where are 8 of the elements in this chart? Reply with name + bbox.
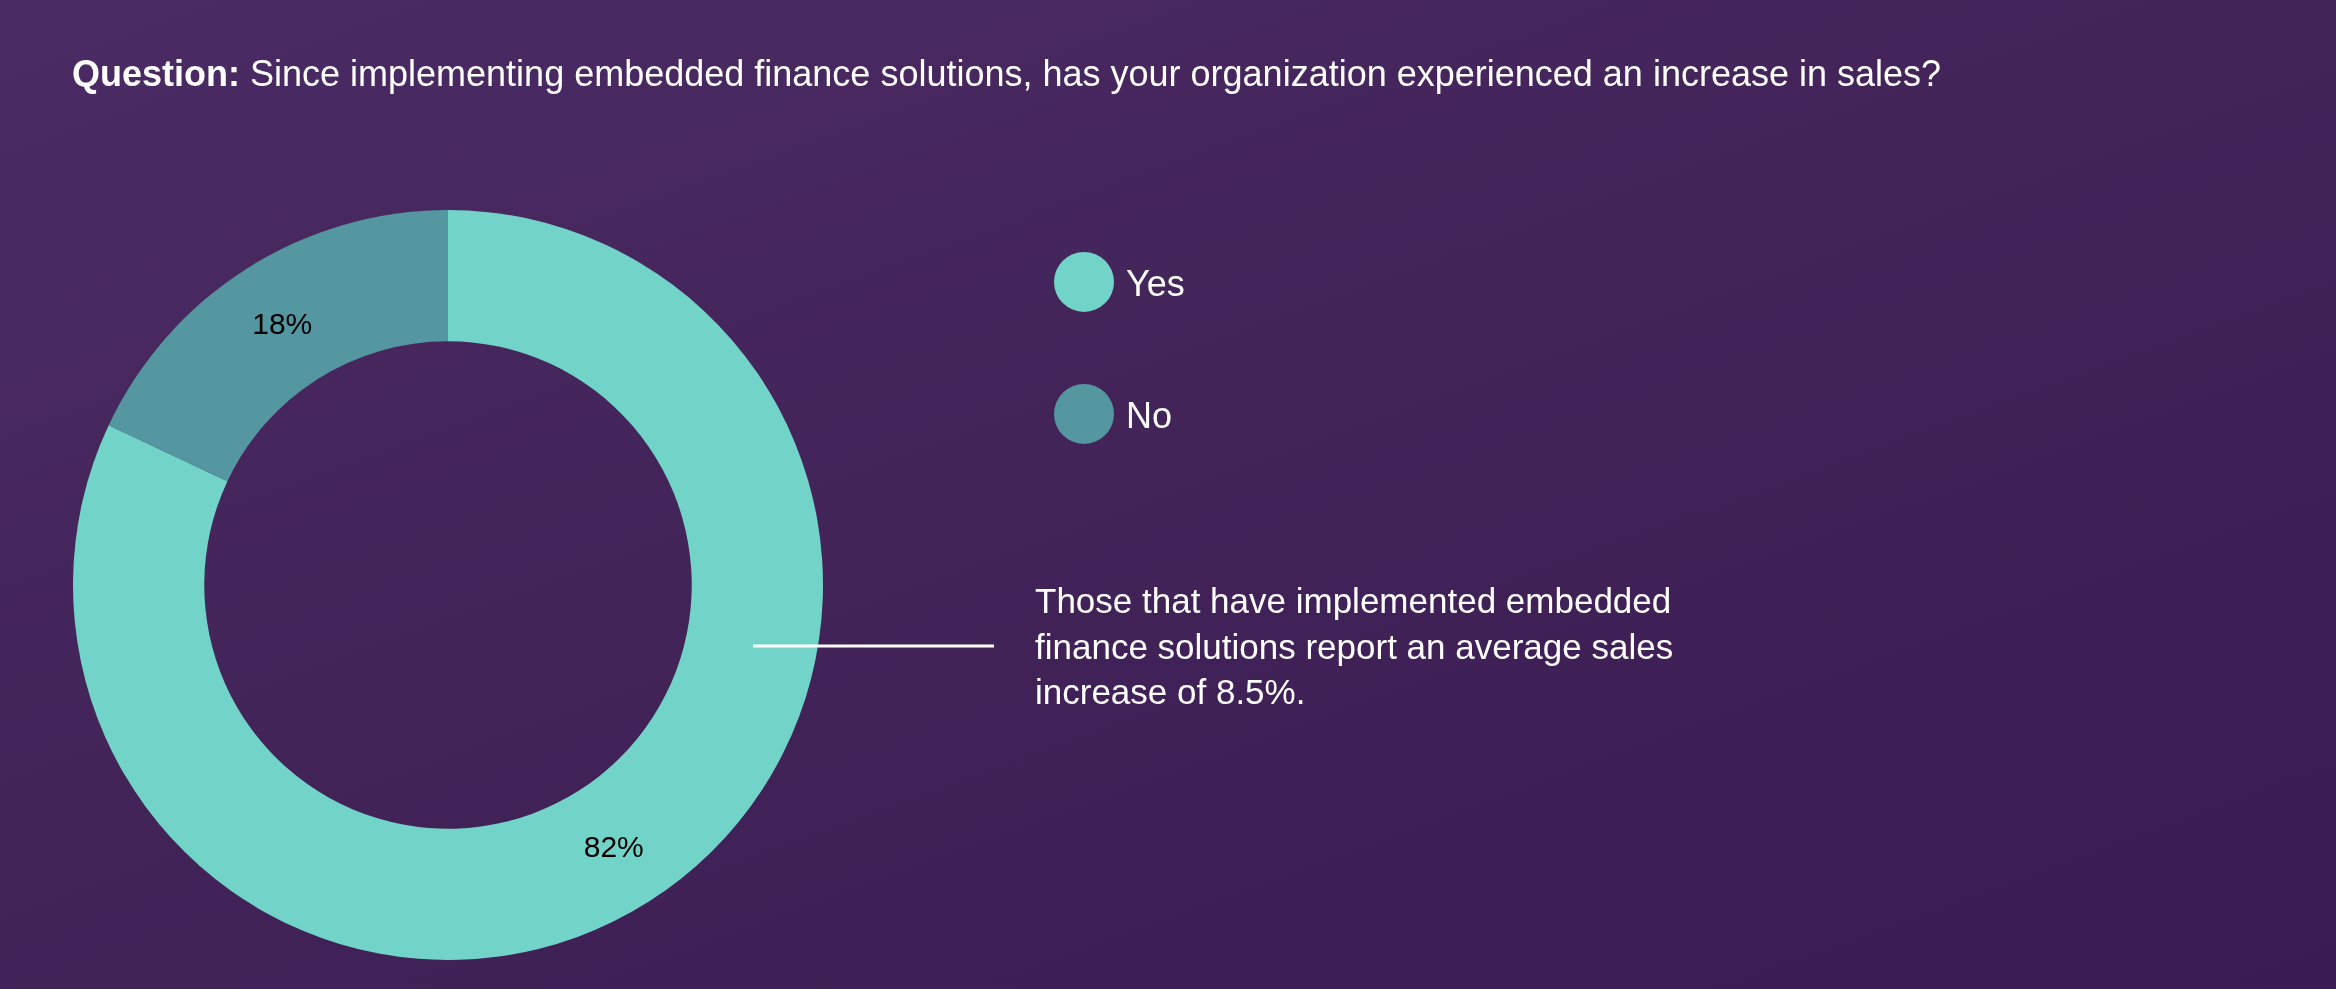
chart-title: Question: Since implementing embedded finance solutions, has your organization experienced an increase in sales? [72,52,1942,94]
donut-slice [108,210,448,482]
legend-label: Yes [1126,262,1185,304]
donut-slice [73,210,823,960]
legend-label: No [1126,394,1173,436]
data-label: 18% [252,307,313,341]
data-label: 82% [583,829,644,863]
text: Those that have implemented embedded finance solutions report an average sales increase of 8.5%. [1035,581,1674,711]
